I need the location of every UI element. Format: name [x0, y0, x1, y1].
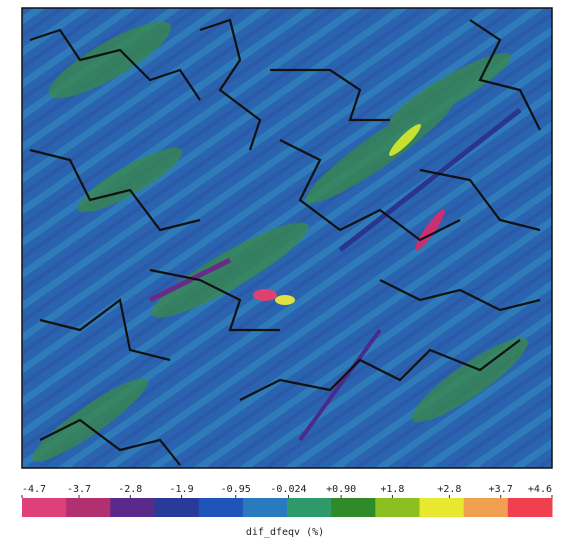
colorbar-segment: [287, 498, 332, 517]
colorbar-tick-label: +2.8: [437, 484, 461, 495]
colorbar-tick-label: -2.8: [118, 484, 142, 495]
colorbar-tick-label: +1.8: [380, 484, 404, 495]
colorbar-tick-label: -4.7: [22, 484, 46, 495]
colorbar-tick-label: -0.024: [270, 484, 306, 495]
colorbar-tick-label: +4.6: [528, 484, 552, 495]
colorbar-segment: [463, 498, 509, 517]
colorbar-segment: [507, 498, 553, 517]
colorbar-tick-label: -0.95: [221, 484, 251, 495]
field: [22, 8, 552, 468]
colorbar-tick-label: +0.90: [326, 484, 356, 495]
colorbar-segment: [242, 498, 288, 517]
colorbar-segment: [419, 498, 465, 517]
colorbar-segment: [154, 498, 200, 517]
colorbar-segment: [110, 498, 155, 517]
colorbar-segment: [375, 498, 420, 517]
colorbar-segment: [66, 498, 111, 517]
colorbar-label: dif_dfeqv (%): [246, 527, 324, 538]
colorbar-segment: [331, 498, 376, 517]
colorbar-tick-label: +3.7: [489, 484, 513, 495]
field-frame: [21, 7, 553, 469]
colorbar-tick-label: -1.9: [170, 484, 194, 495]
colorbar-segment: [198, 498, 244, 517]
colorbar-tick-label: -3.7: [67, 484, 91, 495]
colorbar-segment: [22, 498, 67, 517]
